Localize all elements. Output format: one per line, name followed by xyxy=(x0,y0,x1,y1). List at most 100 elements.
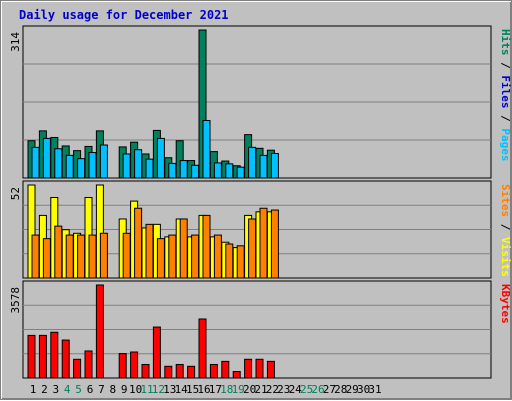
bar-sites-day-15 xyxy=(191,234,200,279)
day-label-16: 16 xyxy=(197,383,210,396)
bar-kbytes-day-20 xyxy=(244,358,253,379)
day-label-4: 4 xyxy=(64,383,71,396)
axis-max-label-kbytes: 3578 xyxy=(9,287,22,314)
bar-files-day-5 xyxy=(77,158,86,179)
bar-kbytes-day-2 xyxy=(38,334,47,379)
bar-files-day-9 xyxy=(122,153,131,179)
day-label-29: 29 xyxy=(346,383,359,396)
bar-sites-day-13 xyxy=(168,234,177,279)
legend-kbytes: KBytes xyxy=(499,284,512,324)
bar-files-day-3 xyxy=(54,148,63,179)
day-label-2: 2 xyxy=(41,383,48,396)
legend-hits-files: Hits / Files / Pages xyxy=(499,29,512,162)
bar-files-day-6 xyxy=(88,152,97,179)
bar-sites-day-6 xyxy=(88,234,97,279)
legend-part-visits-sites-2: Visits xyxy=(499,237,512,277)
bar-sites-day-16 xyxy=(202,214,211,279)
day-label-11: 11 xyxy=(140,383,153,396)
day-label-10: 10 xyxy=(129,383,142,396)
bar-sites-day-9 xyxy=(122,232,131,279)
legend-part-kbytes-0: KBytes xyxy=(499,284,512,324)
axis-max-label-visits-sites: 52 xyxy=(9,187,22,200)
day-label-6: 6 xyxy=(87,383,94,396)
day-label-31: 31 xyxy=(368,383,381,396)
legend-part-hits-files-0: Hits xyxy=(499,29,512,56)
day-label-8: 8 xyxy=(109,383,116,396)
day-label-23: 23 xyxy=(277,383,290,396)
bar-files-day-1 xyxy=(31,146,40,179)
day-label-14: 14 xyxy=(175,383,189,396)
day-label-26: 26 xyxy=(311,383,324,396)
day-label-1: 1 xyxy=(30,383,37,396)
day-label-24: 24 xyxy=(289,383,303,396)
legend-visits-sites: Sites / Visits xyxy=(499,184,512,277)
chart-title: Daily usage for December 2021 xyxy=(19,8,229,22)
bar-kbytes-day-4 xyxy=(61,339,70,379)
legend-part-hits-files-1: / xyxy=(499,56,512,76)
bar-sites-day-12 xyxy=(156,238,165,279)
day-label-30: 30 xyxy=(357,383,370,396)
bar-files-day-18 xyxy=(225,163,234,179)
bar-sites-day-18 xyxy=(225,243,234,279)
bar-kbytes-day-17 xyxy=(209,363,218,379)
bar-kbytes-day-15 xyxy=(187,365,196,379)
bar-kbytes-day-21 xyxy=(255,358,264,379)
day-label-3: 3 xyxy=(52,383,59,396)
bar-kbytes-day-11 xyxy=(141,363,150,379)
bar-kbytes-day-16 xyxy=(198,318,207,379)
bar-kbytes-day-9 xyxy=(118,353,127,379)
bar-sites-day-20 xyxy=(248,218,257,279)
bar-kbytes-day-7 xyxy=(95,284,104,379)
bar-files-day-10 xyxy=(134,149,143,179)
bar-sites-day-22 xyxy=(270,209,279,279)
bar-files-day-22 xyxy=(270,152,279,179)
bar-sites-day-10 xyxy=(134,207,143,279)
bar-files-day-21 xyxy=(259,154,268,179)
day-label-5: 5 xyxy=(75,383,82,396)
bar-sites-day-4 xyxy=(65,234,74,279)
bar-sites-day-17 xyxy=(213,234,222,279)
bar-files-day-11 xyxy=(145,158,154,179)
day-label-18: 18 xyxy=(220,383,233,396)
bar-kbytes-day-19 xyxy=(232,371,241,379)
day-label-27: 27 xyxy=(323,383,336,396)
bar-files-day-15 xyxy=(191,164,200,179)
day-label-17: 17 xyxy=(209,383,222,396)
legend-part-visits-sites-1: / xyxy=(499,217,512,237)
bar-files-day-14 xyxy=(179,160,188,179)
legend-part-visits-sites-0: Sites xyxy=(499,184,512,217)
bar-sites-day-21 xyxy=(259,207,268,279)
bar-sites-day-7 xyxy=(99,232,108,279)
day-label-7: 7 xyxy=(98,383,105,396)
bar-files-day-7 xyxy=(99,144,108,179)
bar-sites-day-5 xyxy=(77,234,86,279)
day-label-25: 25 xyxy=(300,383,313,396)
bar-kbytes-day-5 xyxy=(73,358,82,379)
legend-part-hits-files-4: Pages xyxy=(499,128,512,161)
bar-kbytes-day-12 xyxy=(152,326,161,379)
bar-files-day-4 xyxy=(65,154,74,179)
day-label-15: 15 xyxy=(186,383,199,396)
day-label-19: 19 xyxy=(232,383,245,396)
bar-kbytes-day-14 xyxy=(175,363,184,379)
bar-sites-day-2 xyxy=(42,238,51,279)
bar-kbytes-day-18 xyxy=(221,360,230,379)
bar-files-day-13 xyxy=(168,162,177,179)
bar-kbytes-day-10 xyxy=(130,351,139,379)
legend-part-hits-files-3: / xyxy=(499,109,512,129)
day-label-21: 21 xyxy=(254,383,267,396)
bar-files-day-2 xyxy=(42,137,51,179)
bar-files-day-19 xyxy=(236,166,245,179)
bar-sites-day-3 xyxy=(54,225,63,279)
bar-sites-day-1 xyxy=(31,234,40,279)
day-label-13: 13 xyxy=(163,383,176,396)
bar-sites-day-14 xyxy=(179,218,188,279)
bar-kbytes-day-6 xyxy=(84,350,93,379)
day-label-28: 28 xyxy=(334,383,347,396)
bar-files-day-16 xyxy=(202,119,211,179)
bar-kbytes-day-3 xyxy=(50,331,59,379)
bar-files-day-12 xyxy=(156,137,165,179)
day-label-9: 9 xyxy=(121,383,128,396)
